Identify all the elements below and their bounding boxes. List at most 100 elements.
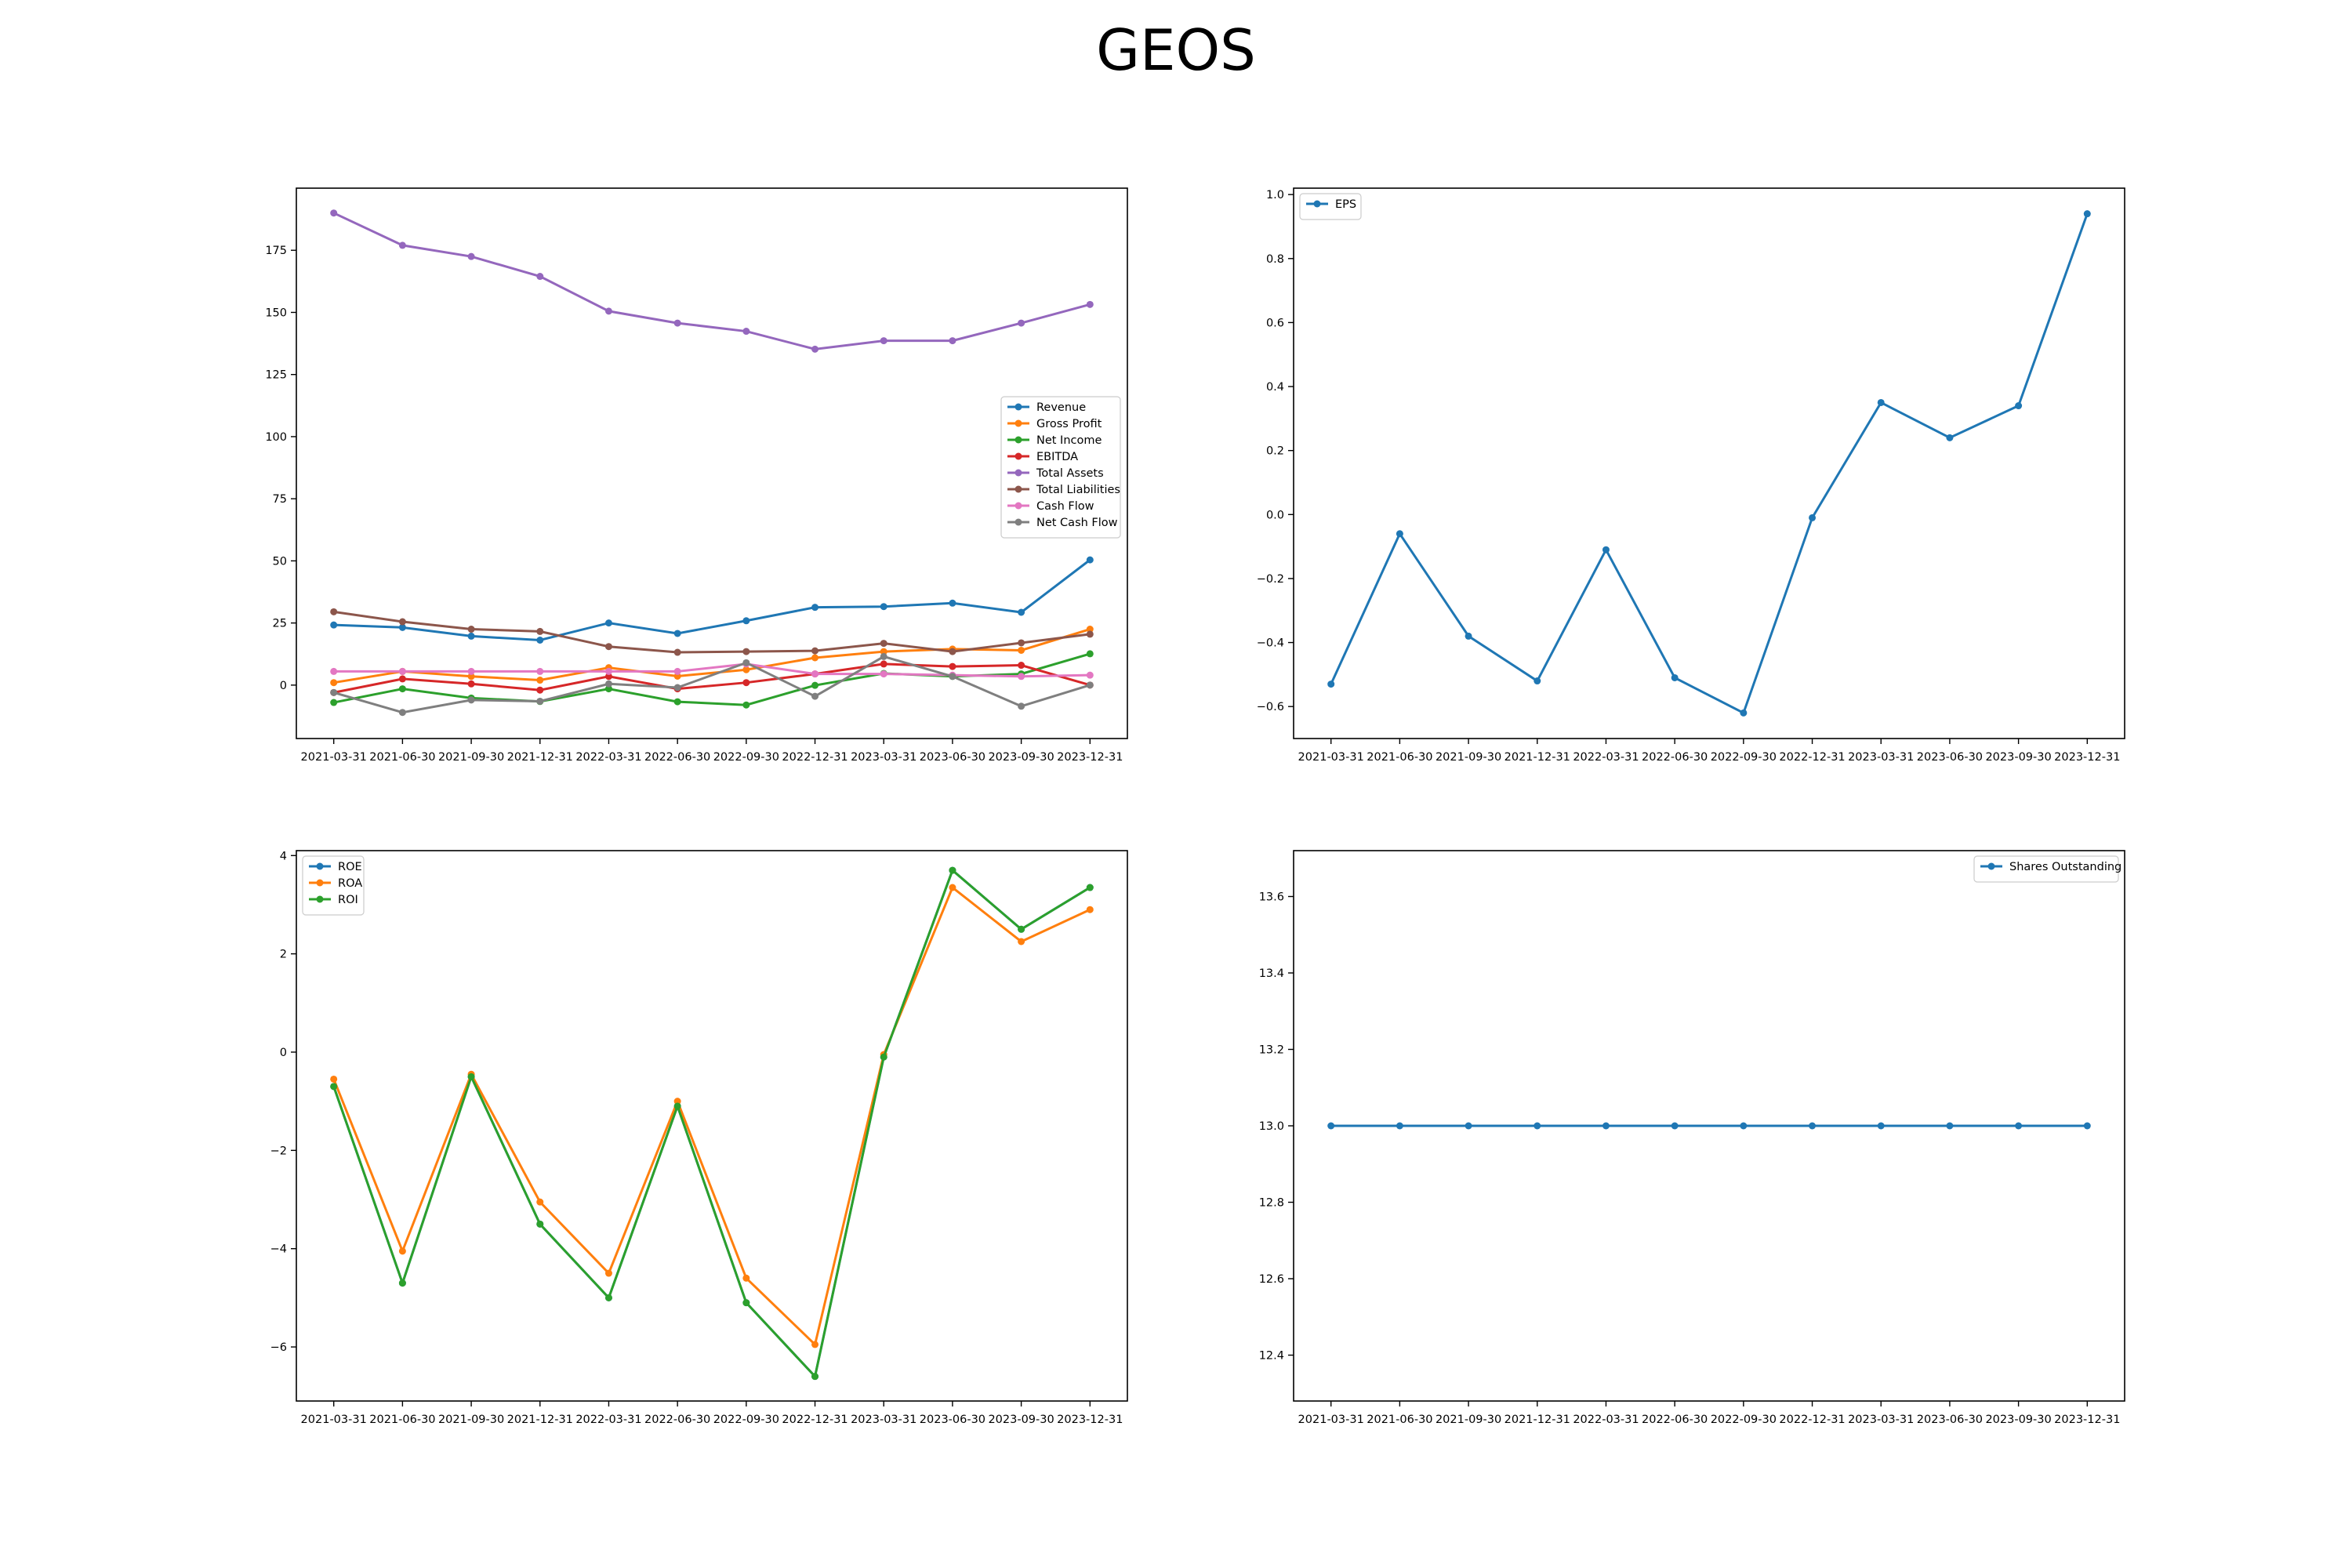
data-point [1740,1122,1748,1130]
data-point [467,632,475,640]
data-point [1809,1122,1817,1130]
data-point [330,621,338,629]
data-point [811,604,819,612]
series-line-3 [333,662,1091,694]
x-tick-label: 2022-03-31 [1573,751,1639,764]
subplot-shares-outstanding: 2021-03-31 2021-06-30 2021-09-30 2021-12-31… [1259,850,2125,1426]
legend-label: ROA [338,877,362,890]
x-tick-label: 2021-03-31 [301,751,367,764]
data-point [398,675,406,683]
subplot-financials: 2021-03-31 2021-06-30 2021-09-30 2021-12-31… [265,187,1128,764]
y-tick-label: 150 [265,307,287,319]
data-point [673,319,681,327]
data-point [1946,1122,1954,1130]
x-tick-label: 2021-03-31 [301,1414,367,1426]
y-tick-label: −2 [270,1145,287,1157]
data-point [1396,1122,1403,1130]
y-tick-label: 12.6 [1259,1273,1284,1286]
legend-label: Gross Profit [1036,418,1102,430]
data-point [811,654,819,662]
data-point [604,619,612,627]
data-point [1018,319,1025,327]
legend-marker [316,895,324,903]
legend-marker [1014,469,1022,477]
x-tick-label: 2023-12-31 [1057,1414,1123,1426]
x-tick-label: 2023-06-30 [1917,751,1983,764]
legend-marker [1014,502,1022,510]
data-point [811,692,819,700]
data-point [536,273,544,281]
y-tick-label: 1.0 [1266,189,1284,201]
data-point [880,603,887,611]
legend-label: EBITDA [1036,451,1078,463]
data-point [811,647,819,655]
legend-box [1973,855,2119,883]
data-point [742,1274,750,1282]
data-point [2015,402,2023,410]
x-tick-label: 2021-06-30 [369,1414,435,1426]
x-tick-label: 2021-12-31 [507,751,573,764]
series-line-0 [333,558,1091,642]
data-point [1602,1122,1610,1130]
y-tick-label: 75 [273,493,287,506]
data-point [1602,546,1610,554]
data-point [1086,556,1094,564]
data-point [742,666,750,673]
legend-label: Shares Outstanding [2009,861,2122,873]
data-point [467,667,475,675]
x-tick-label: 2023-03-31 [1848,751,1914,764]
data-point [467,252,475,260]
data-point [536,667,544,675]
x-tick-label: 2022-09-30 [713,751,779,764]
x-tick-label: 2023-09-30 [1985,751,2051,764]
data-point [1740,709,1748,717]
data-point [398,618,406,626]
y-tick-label: −0.2 [1257,573,1284,586]
legend-label: Total Liabilities [1036,484,1120,496]
data-point [1018,608,1025,616]
series-line-2 [332,868,1091,1379]
x-tick-label: 2023-09-30 [1985,1414,2051,1426]
y-tick-label: 50 [273,555,287,568]
y-tick-label: 175 [265,245,287,257]
data-point [880,648,887,655]
y-tick-label: 0.4 [1266,381,1284,394]
legend-box [1000,396,1121,539]
data-point [604,1294,612,1301]
data-point [742,617,750,625]
data-point [811,1373,819,1381]
data-point [1018,673,1025,681]
x-tick-label: 2023-03-31 [1848,1414,1914,1426]
x-tick-label: 2023-09-30 [988,1414,1054,1426]
legend-marker [1987,862,1995,870]
data-point [673,667,681,675]
series-line-1 [332,885,1091,1347]
y-tick-label: 13.4 [1259,967,1284,980]
data-point [398,1247,406,1255]
legend-marker [316,862,324,870]
data-point [467,673,475,681]
data-point [1018,938,1025,946]
legend-label: ROI [338,894,358,906]
y-tick-label: 4 [280,850,287,862]
data-point [949,662,956,670]
data-point [949,599,956,607]
y-tick-label: 0.8 [1266,253,1284,266]
data-point [673,698,681,706]
x-tick-label: 2021-09-30 [1436,751,1501,764]
data-point [330,679,338,687]
legend-label: Net Income [1036,434,1102,447]
data-point [330,688,338,696]
data-point [949,648,956,655]
data-point [467,696,475,704]
legend-marker [1014,518,1022,526]
y-tick-label: 0 [280,1047,287,1059]
x-tick-label: 2022-06-30 [644,751,710,764]
data-point [1086,681,1094,689]
data-point [1671,673,1679,681]
legend-label: EPS [1335,198,1356,211]
x-tick-label: 2023-03-31 [851,751,916,764]
data-point [673,684,681,691]
data-point [2083,1122,2091,1130]
data-point [330,608,338,615]
